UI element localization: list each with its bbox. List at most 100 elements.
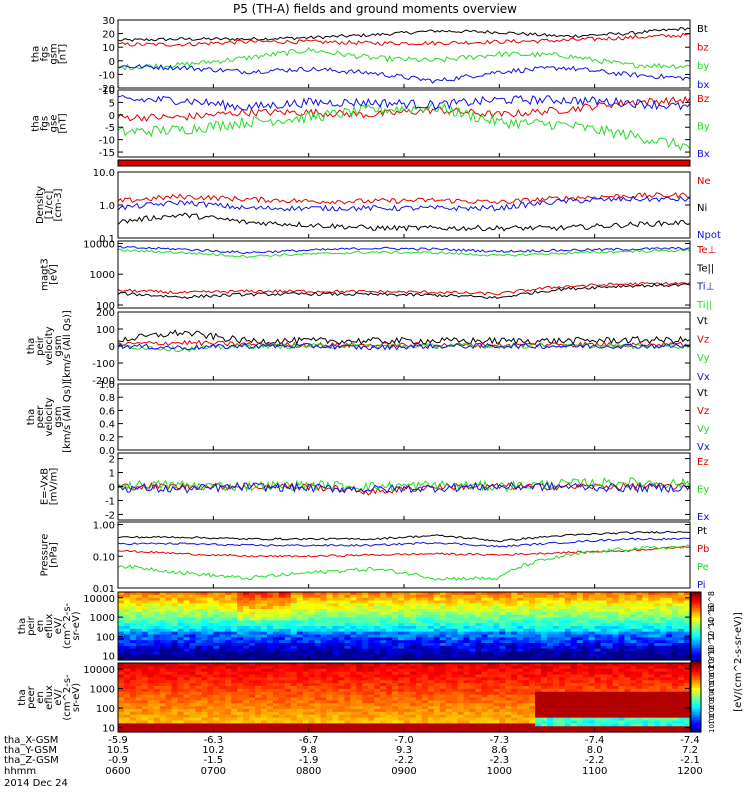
heatmap-cell [552, 694, 560, 699]
heatmap-cell [261, 643, 268, 647]
heatmap-cell [249, 703, 256, 707]
heatmap-cell [314, 611, 322, 616]
heatmap-cell [237, 686, 244, 690]
heatmap-cell [463, 671, 471, 676]
heatmap-cell [380, 729, 387, 733]
heatmap-cell [380, 680, 387, 684]
heatmap-cell [261, 645, 268, 650]
heatmap-cell [231, 606, 238, 610]
heatmap-cell [290, 663, 298, 667]
heatmap-cell [678, 703, 685, 707]
heatmap-cell [183, 677, 191, 681]
heatmap-cell [493, 614, 500, 619]
heatmap-cell [326, 623, 334, 627]
heatmap-cell [541, 600, 548, 604]
heatmap-cell [523, 700, 530, 704]
heatmap-cell [219, 634, 226, 638]
heatmap-cell [648, 726, 655, 730]
heatmap-cell [433, 723, 441, 727]
heatmap-cell [320, 637, 328, 641]
heatmap-cell [582, 686, 590, 690]
heatmap-cell [630, 628, 637, 633]
heatmap-cell [320, 623, 328, 627]
heatmap-cell [487, 592, 494, 596]
heatmap-cell [409, 603, 417, 607]
heatmap-cell [594, 665, 602, 670]
heatmap-cell [481, 691, 489, 696]
heatmap-cell [451, 700, 459, 704]
heatmap-cell [189, 645, 197, 650]
heatmap-cell [165, 680, 173, 684]
heatmap-cell [576, 609, 584, 613]
heatmap-cell [684, 683, 691, 687]
heatmap-cell [118, 709, 125, 713]
heatmap-cell [243, 691, 250, 696]
heatmap-cell [219, 671, 226, 676]
heatmap-cell [225, 643, 232, 647]
heatmap-cell [529, 711, 536, 716]
heatmap-cell [326, 637, 334, 641]
heatmap-cell [332, 643, 340, 647]
heatmap-cell [201, 611, 208, 616]
heatmap-cell [231, 688, 238, 693]
heatmap-cell [386, 686, 393, 690]
heatmap-cell [481, 597, 489, 602]
heatmap-cell [684, 626, 691, 630]
heatmap-cell [398, 609, 405, 613]
heatmap-cell [308, 600, 316, 604]
heatmap-cell [451, 634, 459, 638]
heatmap-cell [582, 694, 590, 699]
heatmap-cell [338, 657, 346, 661]
heatmap-cell [558, 706, 566, 710]
heatmap-cell [451, 620, 459, 624]
heatmap-cell [404, 654, 411, 658]
heatmap-cell [344, 611, 351, 616]
heatmap-cell [368, 645, 375, 650]
heatmap-cell [290, 706, 298, 710]
heatmap-cell [660, 631, 667, 636]
heatmap-cell [332, 640, 340, 644]
heatmap-cell [409, 648, 417, 653]
heatmap-cell [654, 706, 661, 710]
heatmap-cell [362, 688, 369, 693]
heatmap-cell [368, 611, 375, 616]
heatmap-cell [284, 663, 292, 667]
heatmap-cell [648, 640, 655, 644]
heatmap-cell [523, 637, 530, 641]
heatmap-cell [445, 600, 453, 604]
heatmap-cell [624, 648, 632, 653]
heatmap-cell [427, 671, 435, 676]
heatmap-cell [278, 606, 286, 610]
heatmap-cell [415, 594, 423, 599]
heatmap-cell [475, 711, 483, 716]
heatmap-cell [642, 723, 649, 727]
heatmap-cell [666, 714, 673, 719]
heatmap-cell [338, 726, 346, 730]
heatmap-cell [207, 697, 214, 701]
y-axis-label: eV/ [53, 617, 64, 634]
heatmap-cell [219, 714, 226, 719]
heatmap-cell [219, 617, 226, 621]
heatmap-cell [535, 700, 542, 704]
heatmap-cell [481, 623, 489, 627]
heatmap-cell [684, 643, 691, 647]
heatmap-cell [672, 688, 679, 693]
heatmap-cell [660, 594, 667, 599]
heatmap-cell [171, 665, 179, 670]
heatmap-cell [135, 648, 143, 653]
heatmap-cell [129, 594, 137, 599]
heatmap-cell [457, 609, 465, 613]
heatmap-cell [421, 688, 429, 693]
heatmap-cell [249, 720, 256, 724]
heatmap-cell [255, 631, 262, 636]
heatmap-cell [439, 657, 447, 661]
heatmap-cell [350, 697, 357, 701]
heatmap-cell [606, 726, 614, 730]
heatmap-cell [463, 654, 471, 658]
heatmap-cell [594, 628, 602, 633]
heatmap-cell [415, 729, 423, 733]
heatmap-cell [243, 706, 250, 710]
heatmap-cell [302, 680, 310, 684]
heatmap-cell [439, 592, 447, 596]
heatmap-cell [266, 680, 274, 684]
